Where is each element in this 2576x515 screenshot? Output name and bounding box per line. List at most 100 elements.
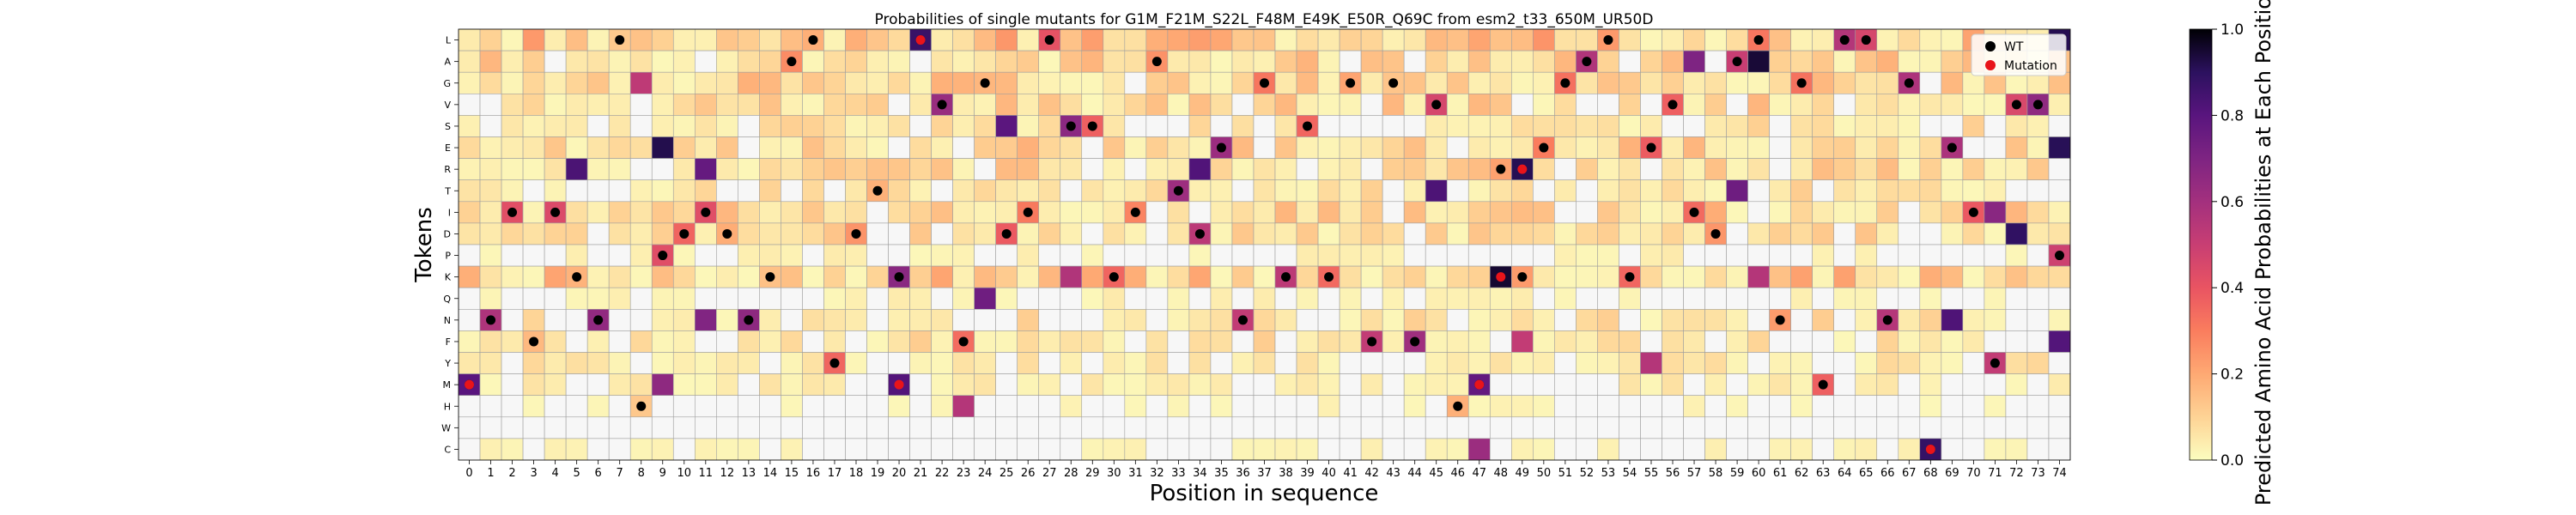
heatmap-cell-K-3 [522, 265, 545, 288]
heatmap-cell-S-53 [1597, 115, 1619, 137]
heatmap-cell-S-74 [2048, 115, 2071, 137]
heatmap-cell-N-59 [1726, 308, 1748, 331]
heatmap-cell-A-66 [1876, 50, 1899, 73]
heatmap-cell-S-64 [1833, 115, 1856, 137]
heatmap-cell-E-66 [1876, 136, 1899, 159]
heatmap-cell-M-10 [672, 373, 696, 397]
heatmap-cell-W-1 [479, 416, 502, 439]
heatmap-cell-E-73 [2026, 136, 2050, 159]
heatmap-cell-V-46 [1446, 94, 1469, 116]
heatmap-cell-S-42 [1360, 115, 1383, 137]
heatmap-cell-C-39 [1296, 438, 1319, 461]
heatmap-cell-R-53 [1597, 158, 1619, 181]
heatmap-cell-F-58 [1704, 330, 1727, 353]
heatmap-cell-E-46 [1446, 136, 1469, 159]
heatmap-cell-S-26 [1017, 115, 1040, 137]
wt-marker-18 [851, 228, 861, 239]
heatmap-cell-S-12 [716, 115, 738, 137]
heatmap-cell-N-24 [974, 308, 996, 331]
heatmap-cell-S-55 [1640, 115, 1662, 137]
heatmap-cell-G-69 [1941, 71, 1964, 94]
heatmap-cell-E-42 [1360, 136, 1383, 159]
heatmap-cell-C-28 [1060, 438, 1083, 461]
heatmap-cell-V-0 [458, 94, 481, 116]
heatmap-cell-W-25 [995, 416, 1018, 439]
heatmap-cell-C-6 [586, 438, 610, 461]
heatmap-cell-P-18 [845, 244, 867, 267]
heatmap-cell-T-16 [802, 179, 824, 203]
heatmap-cell-R-43 [1382, 158, 1405, 181]
heatmap-cell-R-5 [565, 158, 588, 181]
heatmap-cell-A-67 [1898, 50, 1921, 73]
heatmap-cell-E-30 [1103, 136, 1126, 159]
heatmap-cell-Y-9 [651, 352, 674, 374]
heatmap-cell-V-10 [672, 94, 696, 116]
heatmap-cell-D-45 [1425, 222, 1448, 245]
heatmap-cell-L-59 [1726, 28, 1748, 52]
y-tick-label-V: V [444, 100, 451, 111]
heatmap-cell-R-21 [909, 158, 932, 181]
heatmap-cell-D-71 [1984, 222, 2007, 245]
heatmap-cell-Y-14 [759, 352, 781, 374]
heatmap-cell-E-61 [1769, 136, 1791, 159]
heatmap-cell-I-30 [1103, 201, 1126, 224]
heatmap-cell-S-27 [1038, 115, 1061, 137]
heatmap-cell-T-70 [1962, 179, 1985, 203]
heatmap-cell-F-37 [1253, 330, 1276, 353]
heatmap-cell-S-32 [1145, 115, 1169, 137]
heatmap-cell-P-67 [1898, 244, 1921, 267]
heatmap-cell-W-3 [522, 416, 545, 439]
heatmap-cell-N-58 [1704, 308, 1727, 331]
x-tick-label-48: 48 [1494, 467, 1509, 480]
heatmap-cell-T-44 [1403, 179, 1426, 203]
heatmap-cell-C-72 [2005, 438, 2028, 461]
heatmap-cell-I-19 [866, 201, 889, 224]
heatmap-cell-Y-47 [1467, 352, 1491, 374]
heatmap-cell-M-66 [1876, 373, 1899, 397]
heatmap-cell-K-57 [1683, 265, 1705, 288]
heatmap-cell-V-51 [1554, 94, 1577, 116]
heatmap-cell-Y-46 [1446, 352, 1469, 374]
heatmap-cell-Q-25 [995, 287, 1018, 310]
heatmap-cell-M-68 [1919, 373, 1942, 397]
heatmap-cell-K-62 [1790, 265, 1813, 288]
x-tick-label-52: 52 [1580, 467, 1595, 480]
heatmap-cell-N-9 [651, 308, 674, 331]
heatmap-cell-K-53 [1597, 265, 1619, 288]
heatmap-cell-E-11 [694, 136, 717, 159]
heatmap-cell-K-2 [501, 265, 524, 288]
heatmap-cell-K-52 [1576, 265, 1598, 288]
heatmap-cell-A-45 [1425, 50, 1448, 73]
heatmap-cell-Q-52 [1576, 287, 1598, 310]
wt-marker-13 [744, 315, 754, 325]
heatmap-cell-V-14 [759, 94, 781, 116]
wt-marker-11 [701, 207, 711, 217]
legend-wt-marker [1985, 41, 1996, 52]
wt-marker-1 [486, 315, 496, 325]
heatmap-cell-P-19 [866, 244, 889, 267]
heatmap-cell-R-47 [1467, 158, 1491, 181]
heatmap-cell-F-43 [1382, 330, 1405, 353]
heatmap-cell-D-61 [1769, 222, 1791, 245]
heatmap-cell-H-41 [1339, 395, 1362, 418]
heatmap-cell-L-6 [586, 28, 610, 52]
heatmap-cell-L-44 [1403, 28, 1426, 52]
heatmap-cell-I-37 [1253, 201, 1276, 224]
wt-marker-9 [658, 251, 668, 261]
heatmap-cell-G-66 [1876, 71, 1899, 94]
heatmap-cell-T-63 [1812, 179, 1835, 203]
heatmap-cell-Q-74 [2048, 287, 2071, 310]
y-tick-label-P: P [445, 251, 451, 262]
heatmap-cell-C-59 [1726, 438, 1748, 461]
heatmap-cell-T-38 [1274, 179, 1297, 203]
heatmap-cell-K-59 [1726, 265, 1748, 288]
wt-marker-66 [1882, 315, 1893, 325]
x-tick-label-0: 0 [465, 467, 472, 480]
heatmap-cell-V-65 [1855, 94, 1878, 116]
heatmap-cell-D-37 [1253, 222, 1276, 245]
heatmap-cell-R-56 [1662, 158, 1684, 181]
x-tick-label-58: 58 [1709, 467, 1723, 480]
heatmap-cell-D-3 [522, 222, 545, 245]
heatmap-cell-S-52 [1576, 115, 1598, 137]
heatmap-cell-R-57 [1683, 158, 1705, 181]
